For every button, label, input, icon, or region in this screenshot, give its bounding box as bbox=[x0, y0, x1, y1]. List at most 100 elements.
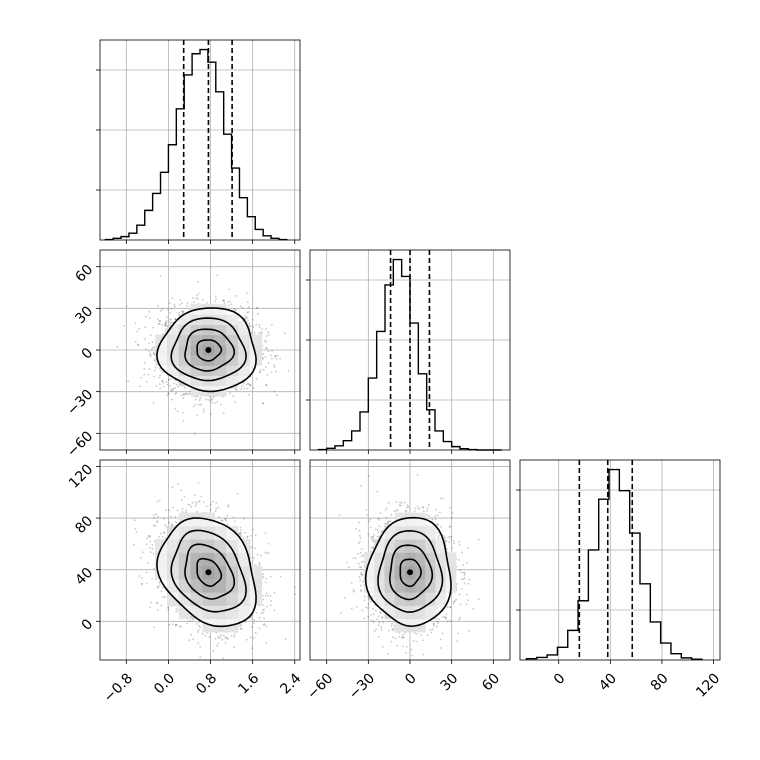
sample-point bbox=[372, 613, 375, 615]
sample-point bbox=[241, 306, 244, 309]
sample-point bbox=[134, 322, 137, 325]
sample-point bbox=[174, 318, 177, 320]
sample-point bbox=[442, 616, 444, 619]
sample-point bbox=[174, 624, 177, 627]
sample-point bbox=[439, 638, 442, 641]
sample-point bbox=[244, 315, 247, 317]
sample-point bbox=[380, 530, 383, 533]
sample-point bbox=[166, 606, 169, 609]
sample-point bbox=[344, 597, 346, 599]
sample-point bbox=[171, 486, 174, 489]
sample-point bbox=[385, 507, 388, 510]
sample-point bbox=[159, 274, 162, 277]
sample-point bbox=[164, 322, 167, 325]
sample-point bbox=[378, 621, 381, 624]
sample-point bbox=[149, 601, 152, 604]
sample-point bbox=[154, 366, 157, 369]
sample-point bbox=[187, 503, 189, 506]
sample-point bbox=[261, 609, 264, 612]
sample-point bbox=[158, 499, 161, 502]
sample-point bbox=[265, 347, 268, 350]
sample-point bbox=[256, 553, 259, 556]
sample-point bbox=[254, 534, 257, 537]
sample-point bbox=[145, 582, 148, 585]
sample-point bbox=[234, 309, 237, 311]
sample-point bbox=[360, 555, 363, 558]
sample-point bbox=[355, 605, 358, 608]
sample-point bbox=[461, 551, 463, 554]
sample-point bbox=[235, 389, 238, 391]
sample-point bbox=[157, 305, 160, 307]
sample-point bbox=[376, 529, 379, 532]
sample-point bbox=[263, 623, 266, 626]
sample-point bbox=[458, 617, 461, 620]
sample-point bbox=[338, 514, 341, 517]
x-tick-label: 2.4 bbox=[277, 670, 304, 697]
sample-point bbox=[396, 509, 399, 511]
sample-point bbox=[199, 626, 201, 629]
sample-point bbox=[279, 357, 282, 360]
sample-point bbox=[214, 402, 217, 405]
sample-point bbox=[264, 356, 267, 358]
sample-point bbox=[214, 295, 217, 298]
sample-point bbox=[255, 611, 258, 614]
sample-point bbox=[197, 292, 200, 295]
sample-point bbox=[246, 535, 249, 538]
x-tick-label: 60 bbox=[479, 670, 503, 694]
sample-point bbox=[233, 387, 236, 389]
sample-point bbox=[169, 378, 172, 381]
sample-point bbox=[247, 301, 249, 304]
sample-point bbox=[164, 324, 167, 327]
sample-point bbox=[256, 312, 259, 315]
sample-point bbox=[158, 536, 160, 538]
sample-point bbox=[380, 530, 383, 533]
scatter-frame-2-3 bbox=[309, 459, 511, 661]
sample-point bbox=[243, 317, 246, 320]
sample-point bbox=[449, 455, 451, 457]
y-tick-label: 80 bbox=[72, 513, 96, 537]
sample-point bbox=[261, 358, 264, 360]
sample-point bbox=[422, 653, 425, 656]
sample-point bbox=[256, 307, 258, 309]
x-tick-label: 0 bbox=[402, 670, 420, 688]
sample-point bbox=[240, 385, 243, 388]
sample-point bbox=[258, 332, 260, 334]
sample-point bbox=[224, 517, 227, 520]
sample-point bbox=[149, 334, 152, 337]
sample-point bbox=[442, 536, 445, 539]
histogram-frame-1 bbox=[99, 39, 301, 241]
sample-point bbox=[262, 402, 265, 405]
sample-point bbox=[358, 534, 361, 537]
sample-point bbox=[234, 401, 237, 403]
sample-point bbox=[181, 507, 184, 510]
sample-point bbox=[160, 532, 162, 535]
sample-point bbox=[196, 414, 199, 417]
panel-content bbox=[338, 455, 480, 657]
sample-point bbox=[354, 557, 357, 559]
sample-point bbox=[161, 323, 164, 326]
sample-point bbox=[145, 571, 148, 574]
sample-point bbox=[133, 543, 135, 546]
sample-point bbox=[179, 303, 181, 306]
sample-point bbox=[452, 602, 455, 605]
sample-point bbox=[240, 534, 242, 537]
x-tick-label: 0 bbox=[551, 670, 569, 688]
sample-point bbox=[275, 370, 277, 373]
sample-point bbox=[165, 324, 167, 327]
sample-point bbox=[220, 519, 223, 522]
sample-point bbox=[359, 584, 362, 587]
sample-point bbox=[162, 531, 165, 534]
sample-point bbox=[262, 611, 265, 614]
sample-point bbox=[425, 510, 428, 512]
sample-point bbox=[402, 633, 404, 636]
sample-point bbox=[260, 331, 263, 334]
sample-point bbox=[174, 318, 177, 321]
sample-point bbox=[390, 640, 393, 643]
sample-point bbox=[149, 547, 151, 549]
sample-point bbox=[258, 371, 261, 374]
sample-point bbox=[174, 386, 177, 389]
sample-point bbox=[223, 302, 226, 305]
sample-point bbox=[468, 629, 470, 632]
sample-point bbox=[374, 528, 377, 531]
sample-point bbox=[449, 620, 452, 622]
